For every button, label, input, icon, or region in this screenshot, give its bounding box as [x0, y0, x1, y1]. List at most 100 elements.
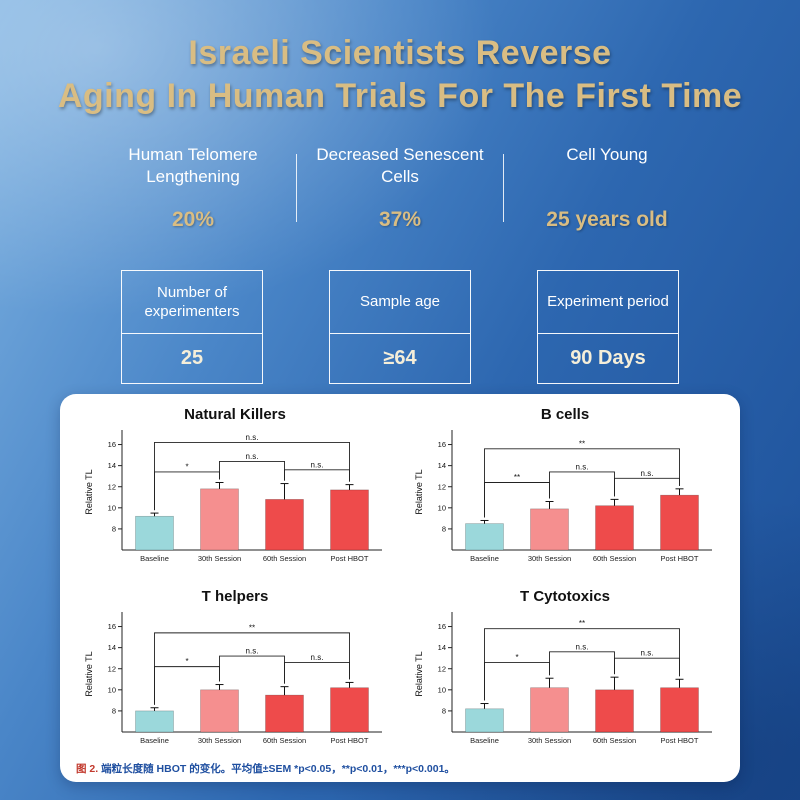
svg-text:Relative TL: Relative TL — [84, 651, 94, 696]
svg-text:30th Session: 30th Session — [528, 554, 571, 563]
svg-text:n.s.: n.s. — [576, 462, 589, 471]
svg-text:Baseline: Baseline — [470, 554, 499, 563]
svg-text:16: 16 — [108, 622, 116, 631]
svg-text:**: ** — [514, 473, 520, 482]
chart-natural-killers: Natural Killers 8 10 12 14 16 Relative TL Base… — [70, 406, 400, 582]
box-label: Number of experimenters — [144, 283, 240, 321]
svg-text:60th Session: 60th Session — [593, 554, 636, 563]
stat-label: Human Telomere Lengthening — [128, 145, 258, 186]
svg-text:30th Session: 30th Session — [198, 736, 241, 745]
chart-panel: Natural Killers 8 10 12 14 16 Relative TL Base… — [60, 394, 740, 782]
svg-text:Relative TL: Relative TL — [84, 469, 94, 514]
stat-value: 37% — [378, 208, 422, 231]
box-value: 25 — [180, 347, 204, 369]
svg-text:8: 8 — [442, 707, 446, 716]
svg-text:16: 16 — [438, 622, 446, 631]
svg-text:12: 12 — [108, 482, 116, 491]
svg-text:n.s.: n.s. — [641, 469, 654, 478]
svg-text:14: 14 — [438, 461, 446, 470]
svg-text:12: 12 — [108, 664, 116, 673]
box-divider-line — [330, 333, 470, 334]
svg-text:14: 14 — [438, 643, 446, 652]
svg-text:10: 10 — [438, 685, 446, 694]
svg-text:n.s.: n.s. — [246, 452, 259, 461]
box-sample-age: Sample age ≥64 — [329, 270, 471, 384]
chart-title: B cells — [540, 406, 590, 423]
bar-chart: 8 10 12 14 16 Relative TL Baseline 30th Session… — [410, 608, 720, 764]
svg-text:8: 8 — [112, 525, 116, 534]
svg-text:10: 10 — [438, 503, 446, 512]
svg-text:Post HBOT: Post HBOT — [331, 554, 369, 563]
svg-text:14: 14 — [108, 643, 116, 652]
svg-text:30th Session: 30th Session — [198, 554, 241, 563]
stat-divider — [296, 154, 297, 222]
svg-text:16: 16 — [108, 440, 116, 449]
svg-text:n.s.: n.s. — [246, 433, 259, 442]
svg-text:14: 14 — [108, 461, 116, 470]
bar-chart: 8 10 12 14 16 Relative TL Baseline 30th Session… — [410, 426, 720, 582]
svg-text:**: ** — [249, 623, 255, 632]
svg-text:12: 12 — [438, 482, 446, 491]
svg-text:*: * — [185, 462, 188, 471]
svg-text:30th Session: 30th Session — [528, 736, 571, 745]
bar-chart: 8 10 12 14 16 Relative TL Baseline 30th Session… — [80, 608, 390, 764]
svg-text:n.s.: n.s. — [311, 653, 324, 662]
svg-text:Post HBOT: Post HBOT — [661, 736, 699, 745]
svg-text:*: * — [515, 653, 518, 662]
chart-b-cells: B cells 8 10 12 14 16 Relative TL Baseline 30th… — [400, 406, 730, 582]
stat-cell-young: Cell Young 25 years old — [506, 144, 708, 232]
svg-text:16: 16 — [438, 440, 446, 449]
chart-title: Natural Killers — [184, 406, 286, 423]
svg-text:10: 10 — [108, 503, 116, 512]
svg-text:n.s.: n.s. — [311, 460, 324, 469]
svg-text:**: ** — [579, 439, 585, 448]
svg-text:n.s.: n.s. — [576, 642, 589, 651]
box-experiment-period: Experiment period 90 Days — [537, 270, 679, 384]
chart-title: T helpers — [201, 588, 269, 605]
svg-text:Baseline: Baseline — [140, 736, 169, 745]
svg-text:*: * — [185, 657, 188, 666]
figure-caption-label: 图 2. — [76, 763, 99, 775]
stats-row: Human Telomere Lengthening 20% Decreased… — [0, 144, 800, 232]
svg-text:n.s.: n.s. — [246, 647, 259, 656]
box-label: Experiment period — [547, 293, 669, 311]
stat-divider — [503, 154, 504, 222]
svg-text:Baseline: Baseline — [140, 554, 169, 563]
svg-text:Post HBOT: Post HBOT — [331, 736, 369, 745]
stat-telomere: Human Telomere Lengthening 20% — [92, 144, 294, 232]
info-boxes-row: Number of experimenters 25 Sample age ≥6… — [0, 270, 800, 384]
box-value: ≥64 — [383, 347, 417, 369]
stat-value: 20% — [171, 208, 215, 231]
svg-text:60th Session: 60th Session — [263, 736, 306, 745]
box-divider-line — [538, 333, 678, 334]
box-label: Sample age — [359, 293, 441, 311]
stat-label: Cell Young — [566, 145, 648, 164]
page-title-line1: Israeli Scientists Reverse — [188, 34, 612, 72]
box-divider-line — [122, 333, 262, 334]
chart-t-helpers: T helpers 8 10 12 14 16 Relative TL Baseline 30… — [70, 588, 400, 764]
box-experimenters: Number of experimenters 25 — [121, 270, 263, 384]
svg-text:Post HBOT: Post HBOT — [661, 554, 699, 563]
svg-text:10: 10 — [108, 685, 116, 694]
charts-grid: Natural Killers 8 10 12 14 16 Relative TL Base… — [60, 394, 740, 764]
svg-text:8: 8 — [442, 525, 446, 534]
stat-value: 25 years old — [546, 208, 668, 231]
figure-caption: 图 2. 端粒长度随 HBOT 的变化。平均值±SEM *p<0.05，**p<… — [76, 761, 455, 776]
svg-text:**: ** — [579, 619, 585, 628]
chart-title: T Cytotoxics — [519, 588, 610, 605]
svg-text:8: 8 — [112, 707, 116, 716]
svg-text:12: 12 — [438, 664, 446, 673]
svg-text:n.s.: n.s. — [641, 649, 654, 658]
svg-text:Relative TL: Relative TL — [414, 469, 424, 514]
svg-text:Baseline: Baseline — [470, 736, 499, 745]
svg-text:Relative TL: Relative TL — [414, 651, 424, 696]
figure-caption-text: 端粒长度随 HBOT 的变化。平均值±SEM *p<0.05，**p<0.01，… — [101, 763, 455, 775]
svg-text:60th Session: 60th Session — [593, 736, 636, 745]
bar-chart: 8 10 12 14 16 Relative TL Baseline 30th Session… — [80, 426, 390, 582]
box-value: 90 Days — [570, 347, 646, 369]
stat-senescent: Decreased Senescent Cells 37% — [299, 144, 501, 232]
stat-label: Decreased Senescent Cells — [316, 145, 484, 186]
page-title-line2: Aging In Human Trials For The First Time — [57, 77, 743, 115]
svg-text:60th Session: 60th Session — [263, 554, 306, 563]
